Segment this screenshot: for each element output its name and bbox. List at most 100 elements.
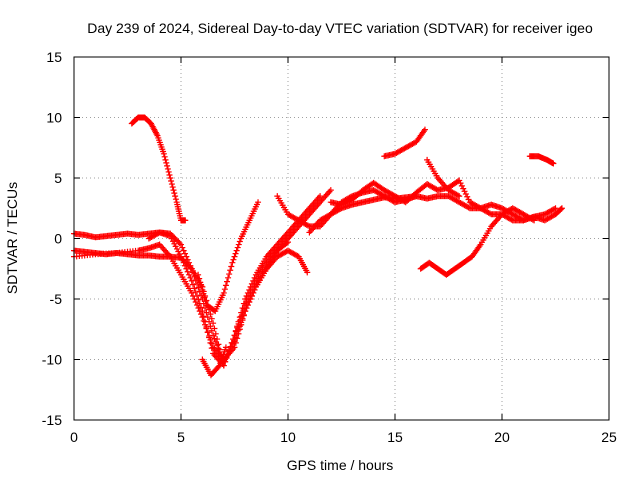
- data-point: [165, 168, 172, 175]
- data-point: [226, 271, 233, 278]
- data-point: [233, 247, 240, 254]
- data-point: [222, 282, 229, 289]
- data-point: [180, 259, 187, 266]
- data-point: [172, 193, 179, 200]
- data-point: [222, 344, 229, 351]
- data-point: [228, 339, 235, 346]
- data-point: [198, 304, 205, 311]
- data-point: [230, 256, 237, 263]
- series-arc-6: [128, 114, 189, 224]
- y-tick-label: 5: [54, 170, 62, 186]
- data-point: [200, 313, 207, 320]
- y-tick-label: 10: [46, 110, 62, 126]
- data-point: [196, 300, 203, 307]
- data-point: [179, 244, 186, 251]
- data-point: [227, 267, 234, 274]
- data-point: [421, 126, 428, 133]
- data-point: [552, 205, 559, 212]
- data-point: [461, 188, 468, 195]
- data-point: [196, 275, 203, 282]
- data-point: [465, 204, 472, 211]
- series-arc-14: [274, 187, 420, 230]
- data-point: [224, 278, 231, 285]
- data-point: [454, 192, 461, 199]
- data-point: [251, 274, 258, 281]
- data-point: [207, 323, 214, 330]
- data-point: [529, 216, 536, 223]
- data-point: [244, 289, 251, 296]
- data-point: [240, 300, 247, 307]
- data-point: [183, 265, 190, 272]
- data-point: [239, 317, 246, 324]
- data-point: [251, 286, 258, 293]
- data-point: [202, 318, 209, 325]
- data-point: [168, 181, 175, 188]
- data-point: [227, 343, 234, 350]
- data-point: [243, 292, 250, 299]
- data-point: [551, 206, 558, 213]
- data-point: [164, 162, 171, 169]
- y-axis-label: SDTVAR / TECUs: [4, 182, 20, 294]
- data-point: [208, 315, 215, 322]
- data-point: [305, 222, 312, 229]
- data-point: [178, 253, 184, 260]
- data-point: [232, 327, 239, 334]
- data-point: [236, 238, 243, 245]
- data-series-layer: [71, 114, 565, 379]
- data-point: [164, 165, 171, 172]
- data-point: [173, 237, 180, 244]
- data-point: [187, 274, 194, 281]
- series-arc-7: [199, 344, 229, 379]
- data-point: [167, 175, 174, 181]
- data-point: [191, 285, 198, 292]
- data-point: [215, 341, 222, 348]
- series-arc-11: [417, 205, 538, 278]
- data-point: [168, 178, 175, 185]
- data-point: [235, 241, 242, 248]
- data-point: [317, 193, 324, 200]
- data-point: [231, 344, 238, 351]
- data-point: [197, 279, 204, 286]
- data-point: [162, 156, 169, 163]
- data-point: [236, 314, 243, 321]
- data-point: [199, 286, 206, 293]
- data-point: [413, 193, 420, 200]
- data-point: [460, 185, 467, 192]
- data-point: [465, 196, 472, 203]
- y-tick-label: 0: [54, 231, 62, 247]
- data-point: [558, 205, 565, 212]
- x-tick-label: 25: [601, 429, 617, 445]
- data-point: [531, 217, 538, 224]
- data-point: [199, 308, 206, 315]
- y-tick-label: 15: [46, 49, 62, 65]
- data-point: [182, 262, 189, 269]
- data-point: [235, 330, 242, 337]
- data-point: [230, 336, 237, 343]
- data-point: [170, 187, 177, 194]
- data-point: [214, 336, 221, 343]
- data-point: [347, 193, 354, 200]
- data-point: [211, 325, 218, 332]
- data-point: [238, 321, 245, 328]
- data-point: [195, 305, 202, 312]
- data-point: [225, 274, 232, 281]
- data-point: [208, 345, 215, 352]
- data-point: [250, 277, 257, 284]
- data-point: [172, 196, 179, 203]
- data-point: [199, 314, 206, 321]
- data-point: [184, 261, 191, 268]
- x-tick-label: 0: [70, 429, 78, 445]
- data-point: [178, 241, 184, 248]
- data-point: [229, 259, 236, 266]
- series-arc-10: [381, 126, 428, 160]
- data-point: [215, 363, 222, 370]
- axis-tick-labels: 0 5 10 15 20 25 -15 -10 -5 0 5 10 15: [42, 49, 617, 445]
- data-point: [239, 305, 246, 312]
- data-point: [462, 191, 469, 198]
- data-point: [558, 206, 565, 213]
- data-point: [232, 250, 239, 257]
- y-tick-label: -15: [42, 412, 62, 428]
- data-point: [184, 268, 191, 275]
- data-point: [195, 271, 202, 278]
